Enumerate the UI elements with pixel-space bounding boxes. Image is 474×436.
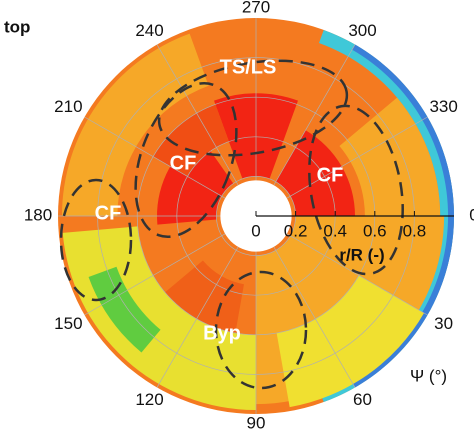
- chart-title: top: [4, 17, 30, 36]
- theta-tick-label: 240: [135, 21, 163, 40]
- r-tick-label: 0.6: [363, 221, 387, 240]
- annotation: CF: [317, 164, 344, 186]
- contour-region: [153, 104, 229, 177]
- region-outline: [157, 59, 349, 157]
- region-outline: [59, 178, 133, 302]
- theta-tick-label: 150: [54, 314, 82, 333]
- theta-tick-label: 0: [469, 205, 474, 224]
- theta-tick-label: 330: [429, 97, 457, 116]
- contour-region: [61, 33, 209, 216]
- region-outline: [214, 270, 308, 390]
- annotation: CF: [95, 202, 122, 224]
- r-tick-label: 0.8: [403, 221, 427, 240]
- contour-region: [275, 130, 355, 216]
- theta-tick-label: 300: [348, 21, 376, 40]
- theta-tick-label: 90: [247, 413, 266, 432]
- grid-line: [84, 233, 226, 316]
- grid-line: [273, 246, 356, 388]
- theta-tick-label: 210: [54, 97, 82, 116]
- annotation: TS/LS: [220, 56, 277, 78]
- grid-line: [286, 233, 428, 316]
- contour-region: [352, 44, 454, 388]
- grid-line: [156, 246, 239, 388]
- grid-line: [84, 116, 226, 199]
- r-axis-label: r/R (-): [339, 245, 384, 264]
- theta-tick-label: 60: [353, 390, 372, 409]
- contour-region: [88, 266, 161, 353]
- r-tick-label: 0.2: [284, 221, 308, 240]
- theta-tick-label: 30: [434, 314, 453, 333]
- region-outline: [134, 82, 238, 238]
- theta-tick-label: 270: [242, 0, 270, 16]
- r-tick-label: 0: [251, 221, 260, 240]
- theta-tick-label: 180: [24, 205, 52, 224]
- theta-axis-label: Ψ (°): [410, 366, 447, 385]
- contour-region: [318, 29, 454, 403]
- grid-line: [156, 44, 239, 186]
- annotation: Byp: [203, 322, 241, 344]
- annotation: CF: [170, 152, 197, 174]
- grid-line: [273, 44, 356, 186]
- r-tick-label: 0.4: [323, 221, 347, 240]
- contour-region: [164, 260, 244, 333]
- theta-tick-label: 120: [135, 390, 163, 409]
- contour-region: [276, 275, 425, 408]
- region-outline: [308, 104, 404, 276]
